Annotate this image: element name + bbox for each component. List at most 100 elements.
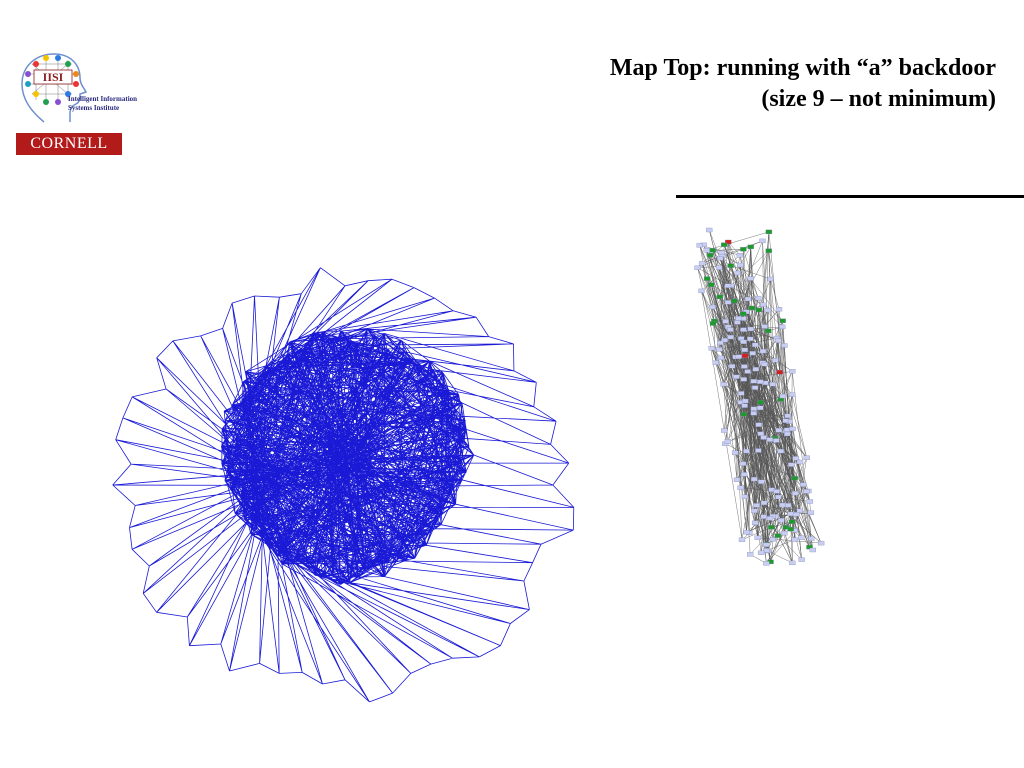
graph-node (806, 499, 814, 504)
graph-node (726, 327, 734, 332)
graph-node (731, 298, 738, 304)
graph-node (724, 300, 732, 305)
slide-title: Map Top: running with “a” backdoor (size… (610, 53, 996, 115)
graph-node (773, 438, 780, 443)
graph-node (769, 382, 776, 387)
graph-node (796, 508, 803, 513)
graph-node (727, 334, 734, 340)
graph-node (735, 316, 742, 321)
graph-node (753, 503, 760, 508)
graph-node (806, 544, 813, 550)
graph-node (769, 537, 776, 542)
graph-node (741, 364, 748, 369)
graph-node (698, 261, 706, 266)
graph-node (718, 250, 725, 255)
cornell-logo: CORNELL (16, 133, 122, 155)
graph-node (741, 353, 749, 358)
graph-node (752, 342, 759, 348)
graph-node (757, 405, 764, 411)
graph-node (720, 382, 727, 387)
iisi-letters: IISI (43, 70, 64, 84)
graph-node (796, 459, 804, 465)
graph-node (772, 358, 779, 363)
graph-node (737, 485, 744, 490)
graph-node (760, 302, 767, 307)
graph-node (808, 536, 815, 541)
graph-node (707, 252, 714, 258)
graph-node (724, 439, 731, 444)
graph-node (775, 494, 782, 500)
graph-node (747, 326, 754, 332)
iisi-institute-name: Intelligent Information Systems Institut… (68, 95, 137, 113)
graph-node (784, 431, 791, 437)
graph-node (736, 253, 744, 258)
graph-node (775, 338, 782, 343)
graph-node (734, 320, 741, 325)
graph-node (698, 288, 705, 294)
graph-node (754, 535, 761, 540)
title-divider (676, 195, 1024, 198)
graph-node (744, 296, 752, 302)
graph-node (777, 448, 785, 454)
graph-node (738, 391, 745, 396)
graph-node (761, 324, 768, 329)
graph-node (758, 479, 765, 484)
iisi-logo: IISI (21, 53, 88, 123)
graph-node (763, 548, 770, 553)
graph-node (717, 256, 724, 261)
graph-node (709, 304, 716, 310)
column-graph-edges (697, 229, 822, 564)
graph-node (750, 411, 757, 416)
graph-node (762, 542, 770, 547)
graph-node (783, 427, 791, 432)
graph-node (712, 360, 719, 365)
graph-node (782, 418, 789, 423)
graph-node (799, 482, 807, 487)
graph-node (787, 511, 794, 517)
graph-node (765, 328, 772, 334)
logo-block: IISI Intelligent Information Systems Ins… (14, 50, 137, 156)
graph-node (721, 338, 728, 343)
graph-node (751, 508, 758, 514)
graph-node (774, 533, 782, 538)
graph-node (759, 348, 767, 354)
circular-graph-drawing (112, 267, 575, 703)
graph-node (760, 435, 767, 440)
graph-node (773, 489, 780, 494)
graph-node (741, 494, 749, 499)
graph-node (703, 248, 710, 253)
graph-node (759, 238, 766, 244)
slide-title-line2: (size 9 – not minimum) (761, 86, 996, 112)
graph-node (740, 339, 747, 345)
graph-node (776, 370, 783, 375)
graph-node (778, 518, 785, 523)
graph-node (706, 227, 713, 233)
graph-node (781, 530, 788, 536)
graph-node (732, 374, 740, 379)
graph-node (779, 393, 786, 399)
graph-node (751, 385, 759, 390)
graph-node (784, 503, 792, 508)
graph-node (735, 354, 742, 359)
graph-node (757, 379, 764, 384)
graph-node (734, 270, 741, 276)
graph-node (791, 491, 799, 496)
graph-node (760, 514, 767, 519)
graph-node (792, 456, 800, 461)
graph-node (764, 307, 772, 313)
graph-node (817, 540, 825, 546)
graph-node (747, 552, 754, 557)
graph-node (791, 476, 798, 481)
graph-node (740, 377, 747, 382)
graph-node (798, 557, 805, 562)
graph-node (747, 244, 754, 250)
graph-node (743, 448, 750, 454)
graph-node (766, 437, 774, 442)
graph-node (717, 340, 724, 346)
graph-node (750, 379, 757, 384)
graph-node (740, 412, 748, 417)
slide-title-line1: Map Top: running with “a” backdoor (609, 55, 996, 81)
graph-node (755, 422, 762, 427)
graph-node (779, 318, 786, 323)
graph-node (708, 346, 715, 351)
